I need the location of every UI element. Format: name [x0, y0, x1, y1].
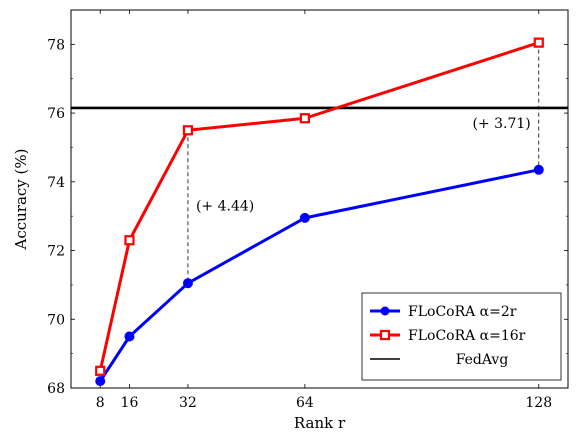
gap-annotation: (+ 3.71) — [472, 116, 530, 132]
legend-marker-square — [379, 329, 391, 341]
data-point-circle — [533, 164, 544, 175]
y-tick-label: 68 — [47, 381, 65, 397]
x-axis-label: Rank r — [294, 414, 346, 432]
legend-label: FedAvg — [456, 352, 509, 368]
data-point-circle — [182, 278, 193, 289]
data-point-square — [299, 113, 310, 124]
y-tick-label: 78 — [47, 37, 65, 53]
x-tick-label: 64 — [296, 395, 314, 411]
y-axis-label: Accuracy (%) — [12, 148, 30, 250]
gap-annotation: (+ 4.44) — [196, 199, 254, 215]
legend: FLoCoRA α=2r FLoCoRA α=16r FedAvg — [361, 292, 562, 381]
axis-ticks: 8 16 32 64 128 68 70 72 74 76 78 — [47, 10, 568, 411]
x-tick-label: 8 — [96, 395, 105, 411]
plot-border — [70, 9, 569, 389]
data-point-square — [124, 235, 135, 246]
data-point-square — [533, 37, 544, 48]
data-point-circle — [124, 331, 135, 342]
series-layer — [95, 37, 544, 387]
data-point-circle — [299, 212, 310, 223]
y-tick-label: 70 — [47, 312, 65, 328]
data-point-square — [95, 365, 106, 376]
plot-frame — [70, 9, 569, 389]
legend-label: FLoCoRA α=16r — [408, 328, 526, 344]
x-tick-label: 32 — [179, 395, 197, 411]
y-tick-label: 76 — [47, 106, 65, 122]
data-point-square — [182, 125, 194, 136]
legend-label: FLoCoRA α=2r — [408, 304, 517, 320]
y-tick-label: 74 — [47, 175, 65, 191]
x-tick-label: 128 — [525, 395, 552, 411]
legend-marker-circle — [380, 306, 390, 316]
annotation-layer: (+ 4.44) (+ 3.71) — [187, 42, 540, 284]
data-point-circle — [95, 376, 106, 387]
x-tick-label: 16 — [121, 395, 139, 411]
y-tick-label: 72 — [47, 244, 65, 260]
